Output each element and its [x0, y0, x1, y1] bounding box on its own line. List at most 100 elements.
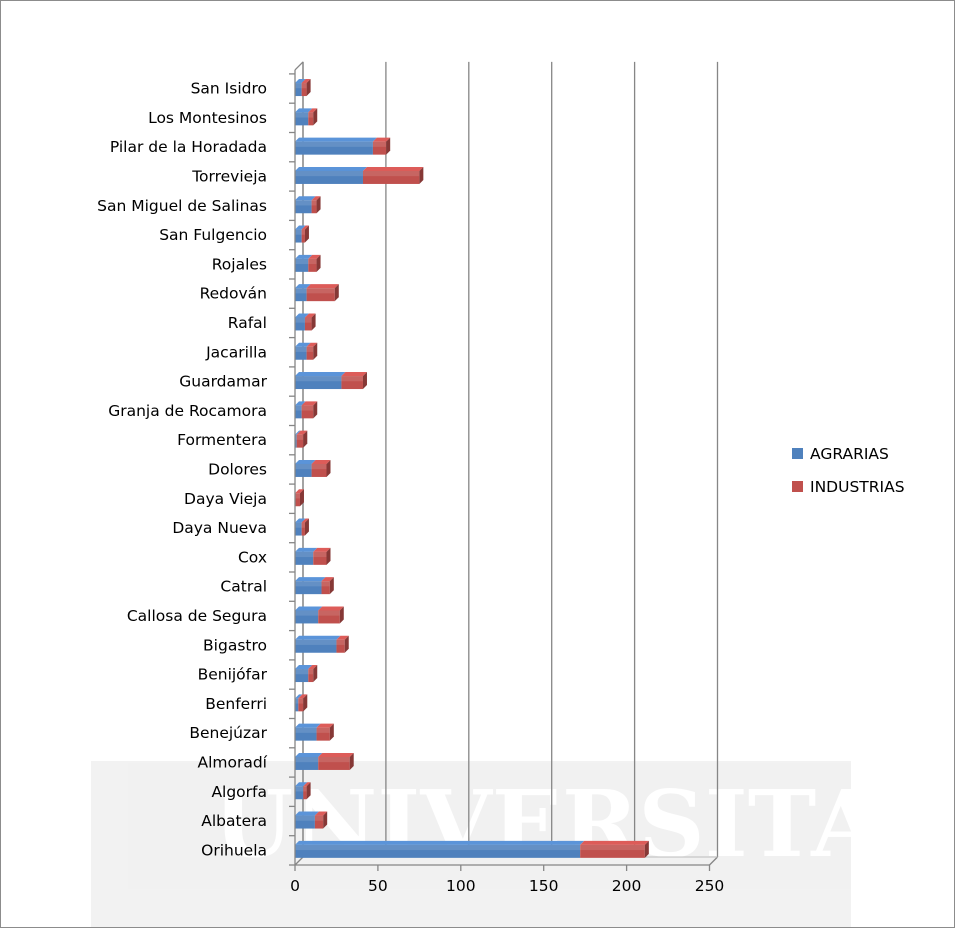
bar-segment-agrarias [295, 752, 323, 770]
category-label: San Isidro [191, 80, 267, 98]
floor-edge [709, 856, 718, 866]
bar-segment-industrias [301, 401, 318, 419]
watermark-text: UNIVERSITAS [213, 770, 949, 878]
bar-segment-agrarias [295, 518, 306, 536]
bar-segment-industrias [372, 137, 391, 155]
category-label: San Fulgencio [159, 226, 267, 244]
bar-segment-agrarias [295, 284, 311, 302]
category-label: Redován [200, 285, 267, 303]
value-tick-label: 100 [446, 877, 476, 895]
category-label: Jacarilla [205, 343, 267, 361]
category-label: Rafal [228, 314, 267, 332]
category-label: Daya Nueva [172, 519, 267, 537]
category-label: Guardamar [179, 373, 267, 391]
bar-segment-industrias [318, 752, 354, 770]
bar-segment-agrarias [295, 254, 313, 272]
legend-swatch [792, 481, 803, 492]
bar-segment-industrias [316, 723, 334, 741]
category-label: Pilar de la Horadada [110, 138, 267, 156]
legend-item-agrarias: AGRARIAS [792, 445, 889, 463]
bar-segment-agrarias [295, 811, 319, 829]
bar-segment-industrias [336, 635, 349, 653]
category-label: Daya Vieja [184, 490, 267, 508]
bar-segment-agrarias [295, 196, 316, 214]
category-label: Los Montesinos [148, 109, 267, 127]
category-label: Almoradí [197, 753, 267, 771]
category-label: Callosa de Segura [127, 607, 267, 625]
bar-segment-industrias [301, 518, 309, 536]
bar-segment-agrarias [295, 79, 306, 97]
bar-segment-agrarias [295, 782, 308, 800]
bar-segment-industrias [311, 196, 321, 214]
legend-label: AGRARIAS [810, 445, 889, 463]
category-label: Torrevieja [191, 167, 267, 185]
bar-segment-agrarias [295, 840, 585, 858]
category-label: Dolores [208, 460, 267, 478]
bar-segment-agrarias [295, 635, 341, 653]
value-tick-label: 250 [695, 877, 725, 895]
bar-segment-agrarias [295, 401, 306, 419]
bar-segment-agrarias [295, 313, 309, 331]
legend-label: INDUSTRIAS [810, 478, 905, 496]
legend-swatch [792, 448, 803, 459]
category-label: Cox [238, 548, 267, 566]
value-tick-label: 150 [529, 877, 559, 895]
category-label: Benejúzar [189, 724, 267, 742]
bar-segment-industrias [311, 459, 331, 477]
category-label: Formentera [177, 431, 267, 449]
bar-segment-industrias [295, 489, 304, 507]
category-label: Albatera [201, 812, 267, 830]
bar-segment-agrarias [295, 225, 306, 243]
legend: AGRARIAS INDUSTRIAS [792, 445, 905, 496]
bar-segment-industrias [308, 254, 321, 272]
bar-segment-agrarias [295, 342, 311, 360]
bar-segment-industrias [580, 840, 649, 858]
bar-segment-industrias [314, 811, 328, 829]
bar-segment-agrarias [295, 430, 301, 448]
category-label: Bigastro [203, 636, 267, 654]
category-label: Orihuela [201, 841, 267, 859]
value-tick-label: 0 [290, 877, 300, 895]
floor-edge [294, 856, 304, 866]
bar-segment-agrarias [295, 694, 303, 712]
category-label: San Miguel de Salinas [97, 197, 267, 215]
bar-segment-industrias [303, 782, 311, 800]
bar-segment-agrarias [295, 372, 346, 390]
bar-segment-agrarias [295, 723, 321, 741]
category-label: Rojales [212, 255, 267, 273]
category-label: Algorfa [211, 783, 267, 801]
axes: Orihuela Albatera Algorfa Almoradí Benejúzar… [97, 69, 725, 895]
bar-segment-industrias [308, 108, 318, 126]
category-label: Benijófar [198, 666, 268, 684]
bars [295, 79, 649, 858]
bar-segment-industrias [301, 225, 309, 243]
bar-segment-industrias [318, 606, 344, 624]
plot-area [294, 61, 719, 866]
bar-segment-agrarias [295, 547, 318, 565]
value-tick-label: 50 [368, 877, 388, 895]
legend-item-industrias: INDUSTRIAS [792, 478, 905, 496]
bar-segment-industrias [306, 342, 318, 360]
category-label: Benferri [205, 695, 267, 713]
bar-segment-industrias [306, 284, 339, 302]
bar-segment-industrias [321, 577, 334, 595]
bar-segment-agrarias [295, 108, 313, 126]
bar-segment-agrarias [295, 137, 377, 155]
bar-segment-industrias [308, 665, 318, 683]
bar-segment-industrias [304, 313, 316, 331]
bar-segment-agrarias [295, 166, 367, 184]
bar-segment-agrarias [295, 606, 323, 624]
category-label: Granja de Rocamora [108, 402, 267, 420]
bar-segment-industrias [341, 372, 367, 390]
bar-segment-industrias [313, 547, 331, 565]
bar-segment-industrias [362, 166, 424, 184]
watermark: UNIVERSITAS [91, 761, 949, 927]
bar-segment-industrias [301, 79, 311, 97]
bar-segment-industrias [296, 430, 308, 448]
value-tick-label: 200 [612, 877, 642, 895]
bar-segment-agrarias [295, 459, 316, 477]
bar-segment-agrarias [295, 665, 313, 683]
category-label: Catral [220, 578, 267, 596]
